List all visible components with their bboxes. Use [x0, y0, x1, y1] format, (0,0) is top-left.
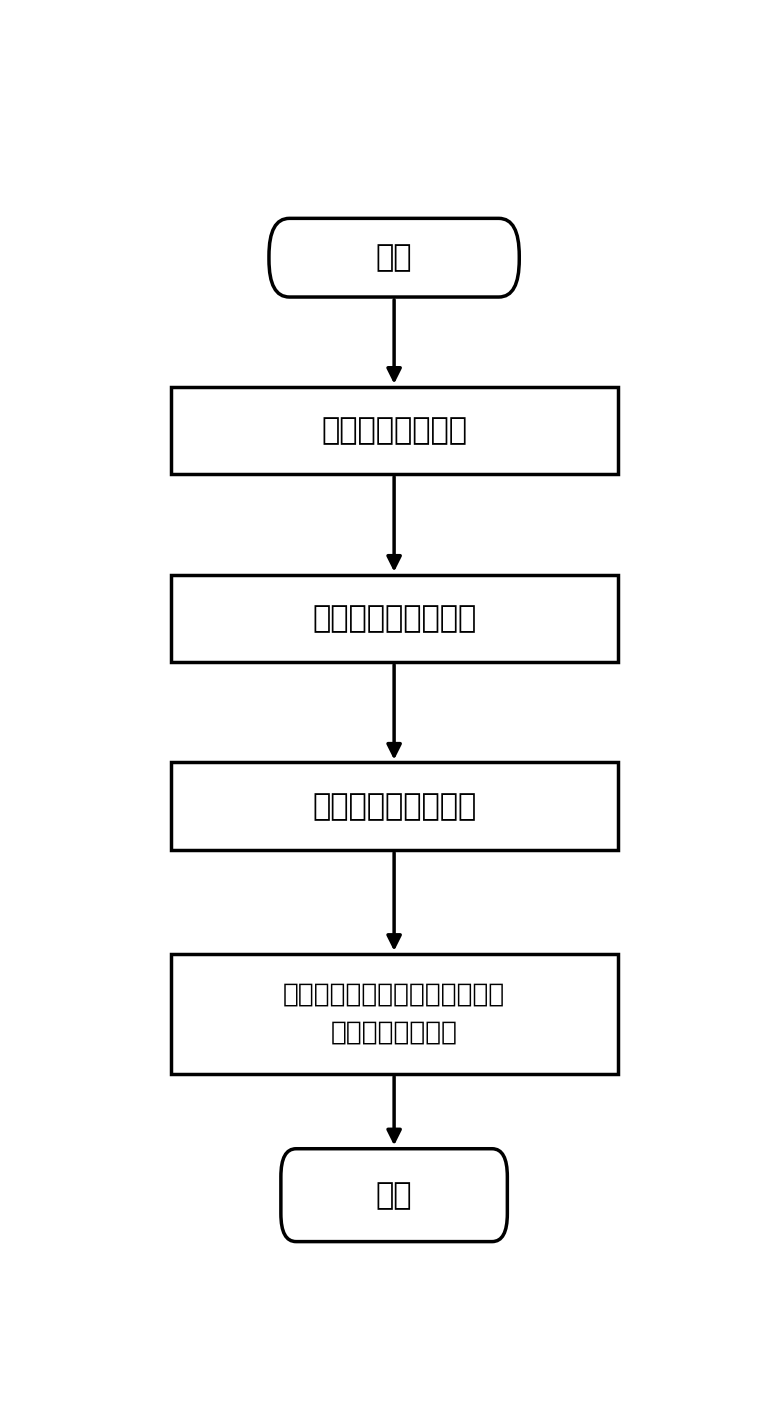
FancyBboxPatch shape — [171, 762, 618, 850]
Text: 估算路面附着系数: 估算路面附着系数 — [321, 416, 467, 444]
FancyBboxPatch shape — [269, 219, 519, 297]
FancyBboxPatch shape — [171, 386, 618, 474]
Text: 求解各车轮法向载荷: 求解各车轮法向载荷 — [312, 792, 476, 820]
FancyBboxPatch shape — [171, 954, 618, 1074]
FancyBboxPatch shape — [281, 1149, 508, 1242]
Text: 开始: 开始 — [376, 243, 412, 272]
Text: 将各参数输入杜可夫轮胎逆模型
求解各车轮滑转率: 将各参数输入杜可夫轮胎逆模型 求解各车轮滑转率 — [283, 982, 505, 1046]
Text: 结束: 结束 — [376, 1181, 412, 1209]
FancyBboxPatch shape — [171, 575, 618, 661]
Text: 近似求解轮胎纵向力: 近似求解轮胎纵向力 — [312, 603, 476, 633]
